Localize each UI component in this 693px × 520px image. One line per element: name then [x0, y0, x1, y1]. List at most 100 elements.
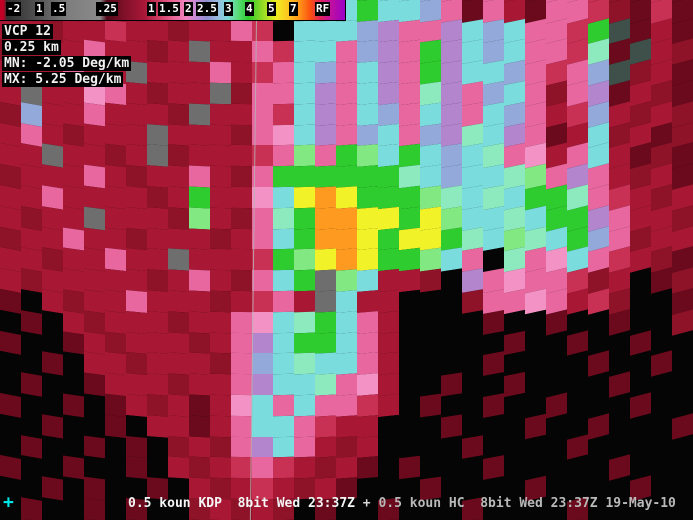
radar-cell: [230, 249, 253, 271]
radar-cell: [230, 332, 253, 354]
radar-cell: [83, 185, 106, 210]
radar-cell: [125, 269, 148, 292]
radar-cell: [209, 394, 232, 417]
radar-cell: [293, 332, 316, 354]
radar-cell: [272, 373, 295, 396]
radar-ray-column: [335, 0, 358, 520]
radar-cell: [398, 81, 421, 106]
radar-cell: [377, 227, 400, 251]
radar-cell: [83, 206, 106, 230]
radar-cell: [104, 372, 127, 397]
radar-cell: [398, 123, 421, 147]
radar-cell: [209, 332, 232, 354]
product-status-text: 0.5 koun KDP 8bit Wed 23:37Z + 0.5 koun …: [128, 497, 676, 511]
radar-cell: [314, 269, 337, 292]
radar-cell: [146, 269, 169, 292]
radar-cell: [335, 331, 358, 355]
colorbar-tick-label: 4: [245, 2, 254, 16]
radar-cell: [209, 82, 232, 105]
radar-cell: [167, 103, 190, 126]
radar-cell: [230, 415, 253, 437]
radar-cell: [209, 457, 232, 479]
radar-cell: [251, 436, 274, 458]
colorbar-tick-label: .25: [96, 2, 118, 16]
radar-cell: [335, 19, 358, 43]
radar-cell: [314, 227, 337, 250]
radar-cell: [335, 310, 358, 334]
radar-cell: [230, 62, 253, 84]
radar-cell: [104, 102, 127, 126]
radar-cell: [314, 373, 337, 396]
radar-cell: [83, 351, 106, 376]
radar-cell: [83, 102, 106, 126]
radar-ray-column: [230, 0, 253, 520]
radar-cell: [146, 248, 169, 271]
radar-cell: [167, 123, 190, 147]
radar-cell: [293, 144, 316, 167]
radar-cell: [314, 352, 337, 375]
radar-cell: [188, 186, 211, 209]
radar-cell: [377, 269, 400, 293]
radar-cell: [293, 103, 316, 125]
radar-cell: [272, 269, 295, 292]
radar-cell: [209, 145, 232, 167]
radar-cell: [377, 40, 400, 64]
radar-cell: [335, 290, 358, 313]
radar-cell: [293, 436, 316, 458]
radar-cell: [104, 331, 127, 355]
radar-cell: [377, 393, 400, 417]
scan-info-panel: VCP 12 0.25 km MN: -2.05 Deg/km MX: 5.25…: [2, 23, 132, 87]
colorbar-tick-label: 1.5: [158, 2, 180, 16]
radar-cell: [104, 268, 127, 293]
radar-cell: [272, 145, 295, 167]
radar-cell: [146, 82, 169, 105]
radar-cell: [125, 185, 148, 209]
radar-cell: [377, 19, 400, 43]
radar-cell: [377, 144, 400, 168]
radar-cell: [104, 352, 127, 376]
radar-cell: [356, 414, 379, 438]
radar-cell: [272, 207, 295, 229]
radar-ray-column: [545, 0, 568, 520]
radar-cell: [104, 206, 127, 230]
radar-cell: [146, 123, 169, 147]
radar-cell: [293, 248, 316, 271]
radar-cell: [167, 373, 190, 396]
radar-cell: [188, 228, 211, 250]
product-right-label[interactable]: 0.5 koun HC 8bit Wed 23:37Z 19-May-10: [378, 496, 676, 511]
radar-cell: [188, 456, 211, 479]
radar-cell: [188, 124, 211, 146]
radar-ray-column: [272, 0, 295, 520]
radar-cell: [251, 353, 274, 375]
radar-cell: [272, 186, 295, 208]
radar-cell: [125, 414, 148, 438]
max-value-label: MX: 5.25 Deg/km: [2, 72, 124, 87]
radar-cell: [251, 332, 274, 354]
radar-cell: [314, 415, 337, 438]
radar-cell: [335, 373, 358, 396]
radar-cell: [356, 310, 379, 334]
radar-cell: [83, 435, 106, 459]
radar-cell: [209, 207, 232, 229]
radar-cell: [356, 456, 379, 480]
product-left-label[interactable]: 0.5 koun KDP 8bit Wed 23:37Z: [128, 496, 355, 511]
radar-cell: [230, 457, 253, 479]
radar-cell: [272, 82, 295, 105]
radar-ray-column: [188, 0, 211, 520]
radar-cell: [335, 435, 358, 459]
radar-cell: [356, 123, 379, 147]
radar-cell: [293, 124, 316, 146]
radar-cell: [167, 248, 190, 271]
radar-cell: [398, 268, 421, 293]
radar-cell: [356, 0, 379, 22]
radar-cell: [314, 61, 337, 84]
radar-cell: [356, 19, 379, 43]
radar-cell: [209, 103, 232, 125]
min-value-line: MN: -2.05 Deg/km: [2, 55, 132, 71]
radar-cell: [293, 20, 316, 42]
radar-cell: [209, 228, 232, 250]
radar-cell: [356, 435, 379, 459]
radar-cell: [398, 310, 421, 334]
radar-cell: [314, 82, 337, 105]
min-value-label: MN: -2.05 Deg/km: [2, 56, 132, 71]
